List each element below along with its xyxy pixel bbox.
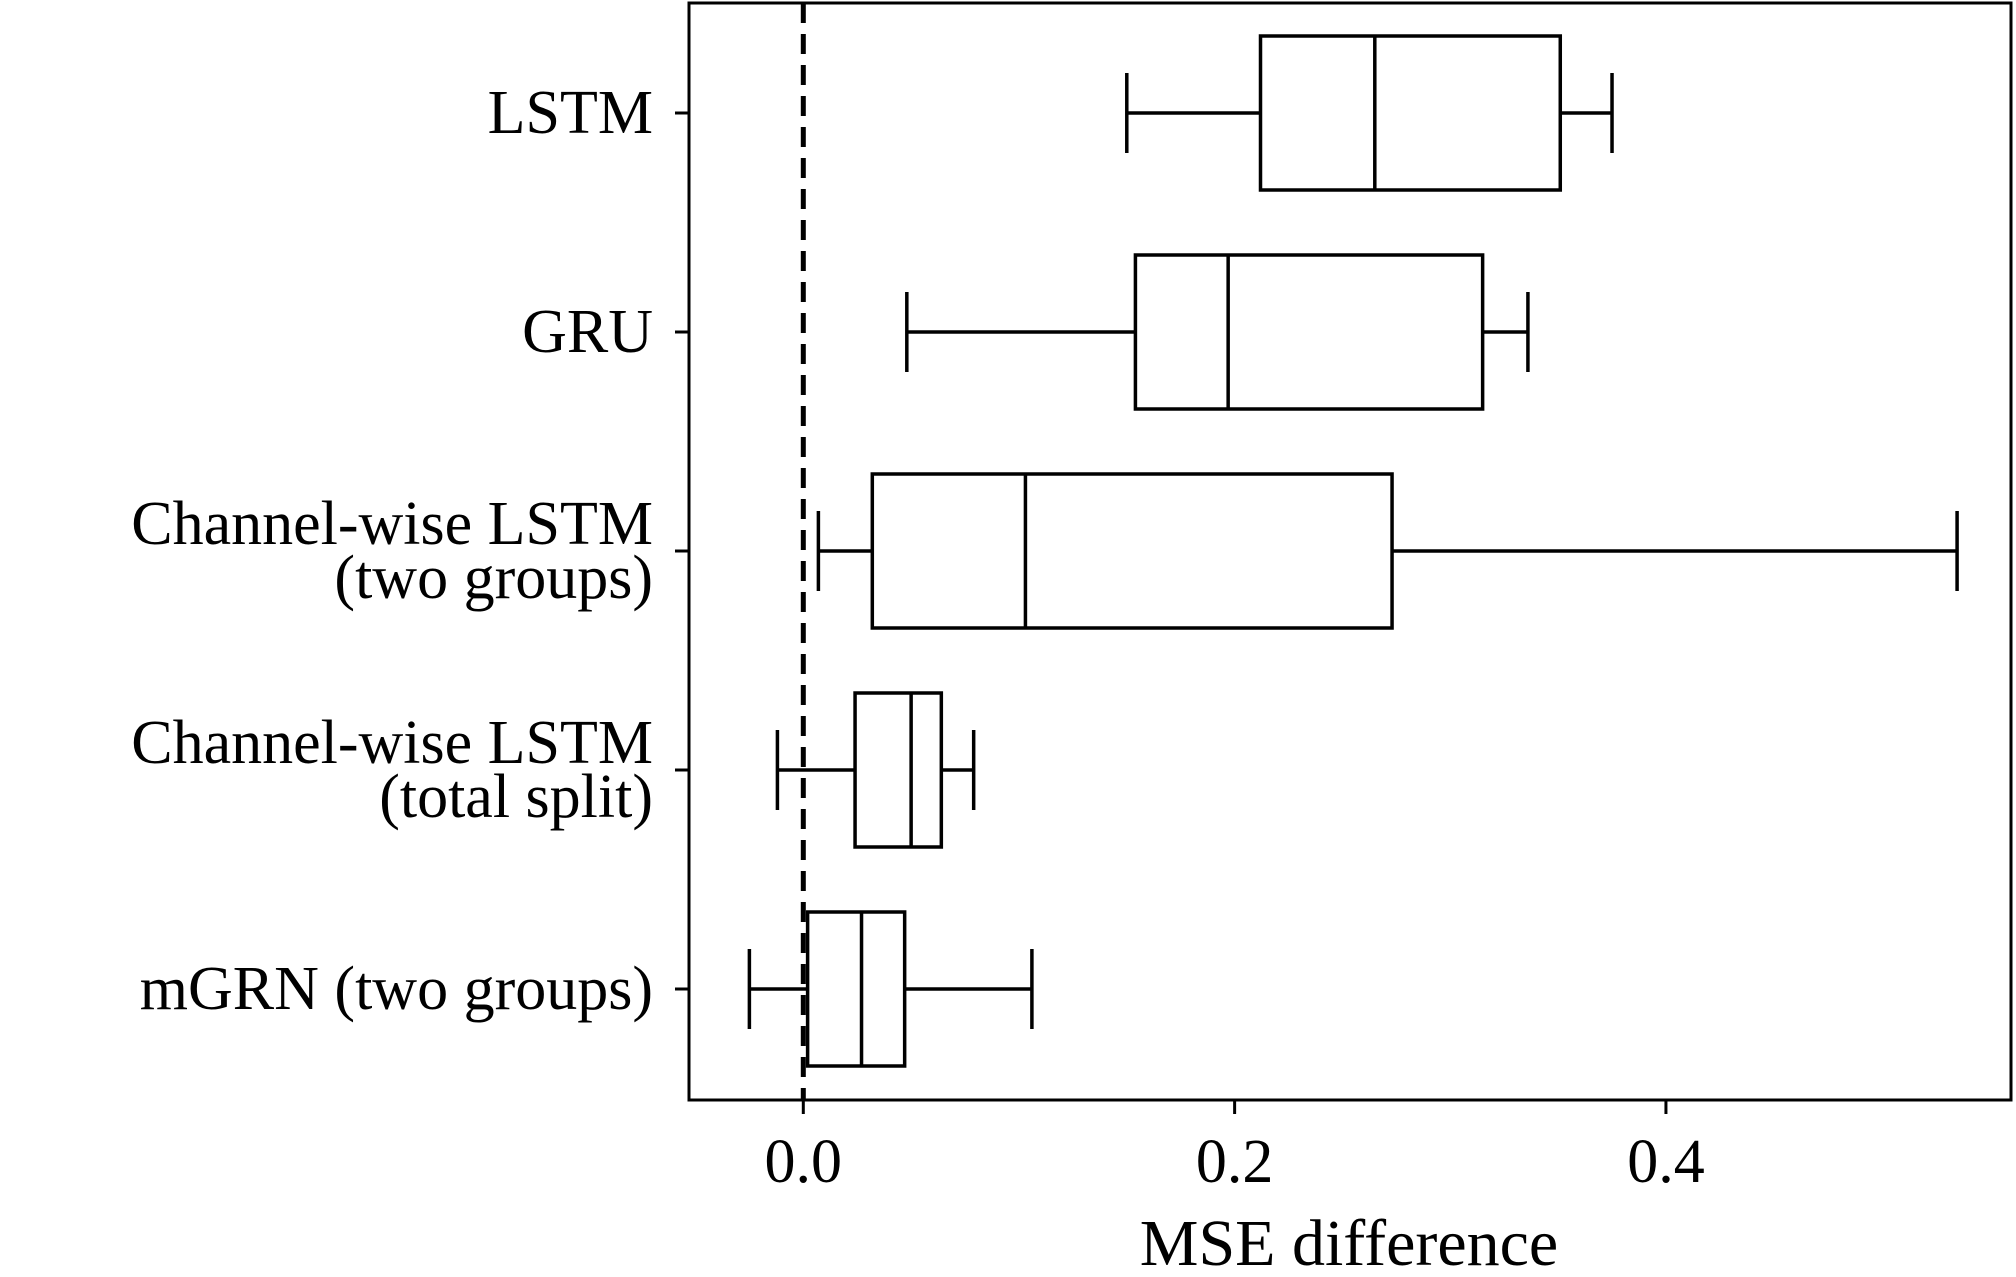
box-group: [905, 253, 1530, 411]
x-tick-label: 0.4: [1627, 1128, 1705, 1196]
y-tick-label: GRU: [522, 298, 653, 366]
box-group: [747, 910, 1034, 1068]
x-tick-label: 0.0: [765, 1128, 843, 1196]
y-tick-label: LSTM: [488, 79, 653, 147]
box-group: [1125, 34, 1614, 192]
box-iqr: [870, 472, 1394, 630]
x-axis-label: MSE difference: [1140, 1207, 1558, 1277]
y-tick-label: mGRN (two groups): [140, 955, 653, 1023]
box-group: [816, 472, 1959, 630]
y-tick-label: Channel-wise LSTM (total split): [131, 709, 653, 831]
box-group: [775, 691, 976, 849]
box-iqr: [853, 691, 944, 849]
x-tick-label: 0.2: [1196, 1128, 1274, 1196]
box-iqr: [1133, 253, 1485, 411]
box-iqr: [1258, 34, 1563, 192]
box-iqr: [805, 910, 907, 1068]
y-tick-label: Channel-wise LSTM (two groups): [131, 490, 653, 612]
